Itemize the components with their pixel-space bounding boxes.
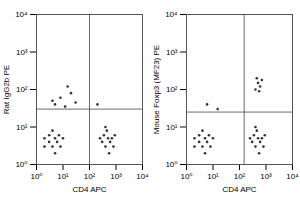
svg-text:CD4 APC: CD4 APC (222, 185, 256, 194)
svg-text:10¹: 10¹ (207, 172, 219, 181)
svg-text:10³: 10³ (260, 172, 272, 181)
svg-text:10²: 10² (16, 85, 28, 94)
svg-text:10⁴: 10⁴ (165, 10, 178, 19)
svg-text:10²: 10² (234, 172, 246, 181)
svg-text:Rat IgG2b PE: Rat IgG2b PE (2, 65, 11, 114)
svg-text:10⁰: 10⁰ (180, 172, 192, 181)
svg-text:10⁴: 10⁴ (136, 172, 149, 181)
svg-text:10⁴: 10⁴ (286, 172, 299, 181)
svg-text:10²: 10² (166, 85, 178, 94)
svg-text:10¹: 10¹ (166, 123, 178, 132)
svg-text:10²: 10² (84, 172, 96, 181)
svg-text:10⁰: 10⁰ (30, 172, 42, 181)
svg-text:Mouse Foxp3 (MF23) PE: Mouse Foxp3 (MF23) PE (152, 45, 161, 134)
svg-text:10⁰: 10⁰ (165, 160, 177, 169)
svg-text:CD4 APC: CD4 APC (72, 185, 106, 194)
svg-text:10³: 10³ (166, 48, 178, 57)
svg-text:10³: 10³ (16, 48, 28, 57)
svg-text:10³: 10³ (110, 172, 122, 181)
svg-text:10¹: 10¹ (57, 172, 69, 181)
svg-text:10⁴: 10⁴ (15, 10, 28, 19)
svg-text:10⁰: 10⁰ (15, 160, 27, 169)
svg-text:10¹: 10¹ (16, 123, 28, 132)
